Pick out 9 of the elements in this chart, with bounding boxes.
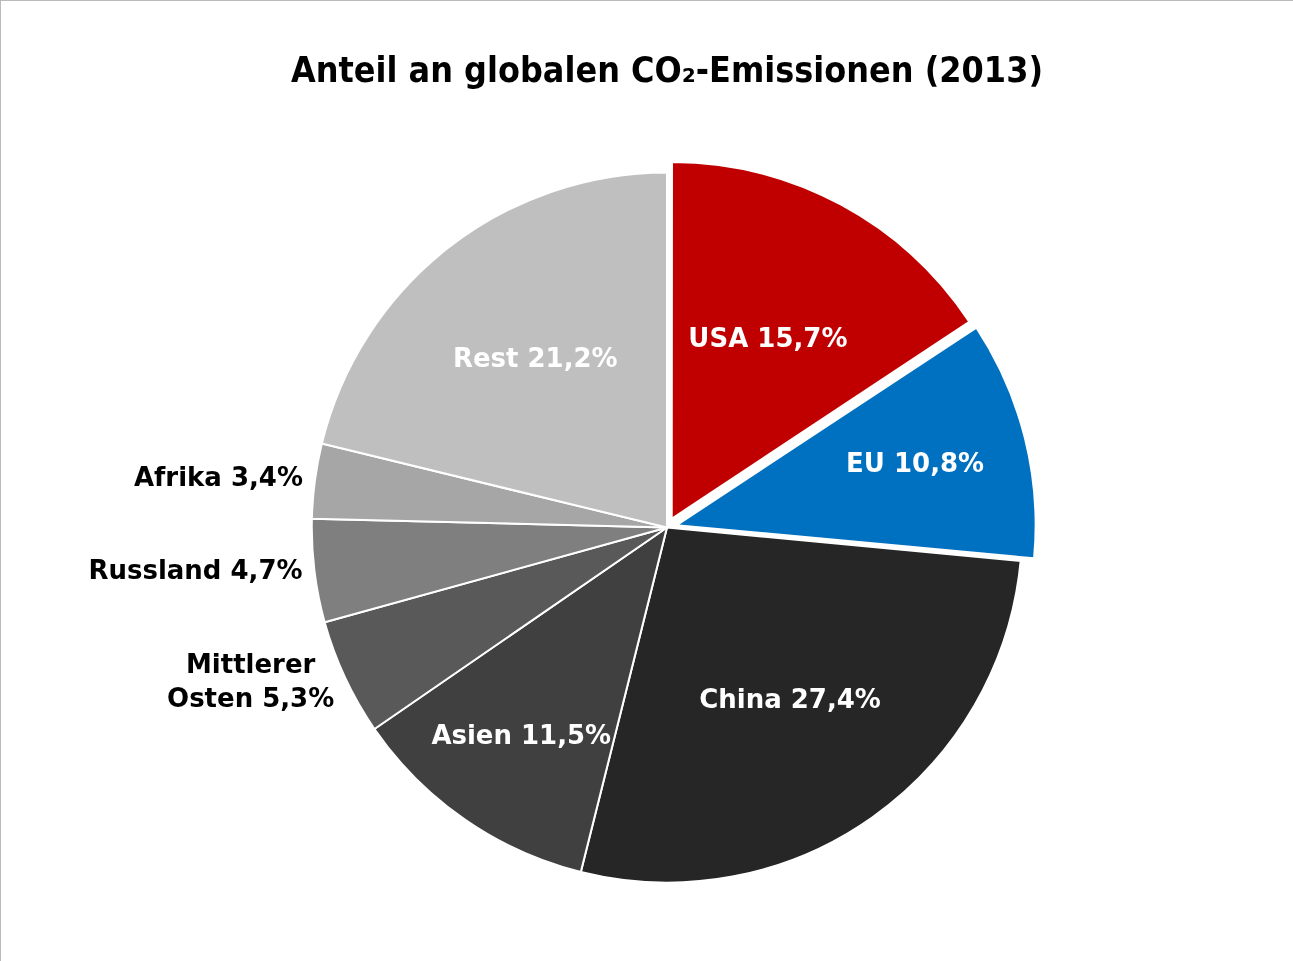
slice-label: China 27,4%	[699, 684, 881, 715]
slice-label: Mittlerer Osten 5,3%	[167, 648, 335, 713]
slice-label: EU 10,8%	[846, 448, 985, 479]
slice-label: Rest 21,2%	[452, 342, 618, 373]
slice-label: Asien 11,5%	[431, 720, 612, 751]
chart-title: Anteil an globalen CO₂-Emissionen (2013)	[290, 48, 1044, 91]
slice-label: Russland 4,7%	[88, 555, 303, 586]
slice-label: Afrika 3,4%	[133, 462, 303, 492]
slice-label: USA 15,7%	[688, 322, 848, 353]
